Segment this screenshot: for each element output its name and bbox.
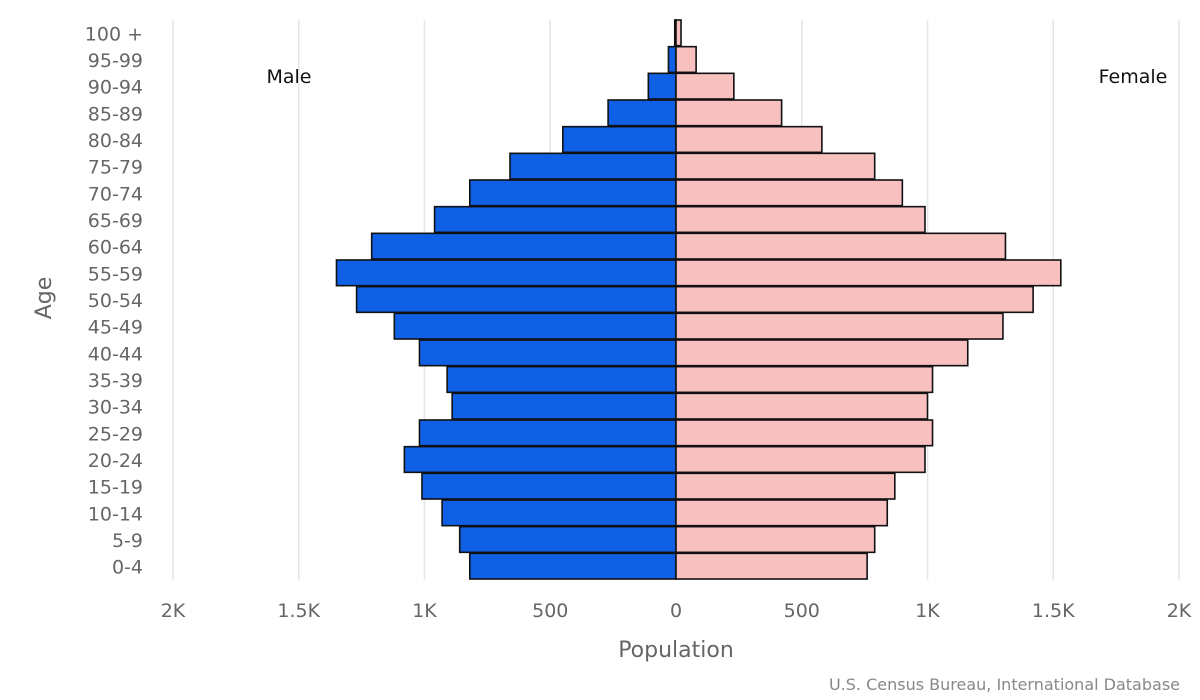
- female-bar-55-59[interactable]: [675, 259, 1062, 287]
- male-bar-40-44[interactable]: [418, 339, 677, 367]
- female-bar-30-34[interactable]: [675, 392, 929, 420]
- male-bar-35-39[interactable]: [446, 365, 677, 394]
- male-bar-10-14[interactable]: [441, 499, 677, 527]
- female-bar-45-49[interactable]: [675, 312, 1004, 340]
- y-tick-label: 20-24: [88, 450, 143, 472]
- x-tick-label: 2K: [1167, 600, 1192, 622]
- male-bar-55-59[interactable]: [335, 259, 677, 287]
- female-bar-10-14[interactable]: [675, 499, 889, 527]
- x-tick-label: 500: [784, 600, 820, 622]
- y-tick-label: 30-34: [88, 397, 143, 419]
- male-bar-15-19[interactable]: [421, 472, 677, 500]
- y-tick-label: 85-89: [88, 103, 143, 125]
- male-bar-65-69[interactable]: [433, 205, 677, 234]
- female-bar-60-64[interactable]: [675, 232, 1007, 260]
- y-tick-label: 90-94: [88, 77, 143, 99]
- x-tick-label: 0: [670, 600, 682, 622]
- y-tick-label: 45-49: [88, 317, 143, 339]
- female-side-label: Female: [1099, 66, 1168, 88]
- y-tick-label: 75-79: [88, 157, 143, 179]
- source-credit: U.S. Census Bureau, International Databa…: [829, 675, 1180, 694]
- y-tick-label: 70-74: [88, 183, 143, 205]
- y-tick-label: 0-4: [112, 557, 143, 579]
- female-bar-65-69[interactable]: [675, 205, 926, 234]
- female-bar-35-39[interactable]: [675, 365, 934, 394]
- male-bar-45-49[interactable]: [393, 312, 677, 340]
- male-bar-70-74[interactable]: [468, 179, 677, 207]
- female-bar-20-24[interactable]: [675, 445, 926, 474]
- y-tick-label: 55-59: [88, 263, 143, 285]
- x-tick-label: 2K: [161, 600, 186, 622]
- y-tick-label: 40-44: [88, 343, 143, 365]
- bars-group: [335, 19, 1062, 580]
- male-bar-95-99[interactable]: [667, 45, 677, 74]
- female-bar-5-9[interactable]: [675, 525, 876, 554]
- y-tick-label: 60-64: [88, 237, 143, 259]
- male-side-label: Male: [266, 66, 311, 88]
- y-tick-label: 35-39: [88, 370, 143, 392]
- male-bar-50-54[interactable]: [355, 285, 677, 314]
- female-bar-90-94[interactable]: [675, 72, 735, 100]
- x-tick-label: 1K: [915, 600, 940, 622]
- x-tick-label: 1K: [412, 600, 437, 622]
- x-tick-label: 1.5K: [277, 600, 320, 622]
- male-bar-20-24[interactable]: [403, 445, 677, 474]
- male-bar-25-29[interactable]: [418, 419, 677, 447]
- x-tick-label: 1.5K: [1032, 600, 1075, 622]
- male-bar-90-94[interactable]: [647, 72, 677, 100]
- female-bar-95-99[interactable]: [675, 45, 697, 74]
- y-tick-label: 15-19: [88, 477, 143, 499]
- female-bar-40-44[interactable]: [675, 339, 969, 367]
- female-bar-80-84[interactable]: [675, 125, 823, 154]
- y-tick-label: 50-54: [88, 290, 143, 312]
- female-bar-75-79[interactable]: [675, 152, 876, 180]
- x-axis-title: Population: [618, 638, 734, 663]
- y-tick-label: 80-84: [88, 130, 143, 152]
- male-bar-75-79[interactable]: [509, 152, 677, 180]
- x-tick-label: 500: [532, 600, 568, 622]
- female-bar-70-74[interactable]: [675, 179, 904, 207]
- male-bar-0-4[interactable]: [468, 552, 677, 580]
- male-bar-5-9[interactable]: [458, 525, 677, 554]
- male-bar-60-64[interactable]: [370, 232, 677, 260]
- female-bar-0-4[interactable]: [675, 552, 868, 580]
- y-tick-label: 95-99: [88, 50, 143, 72]
- male-bar-30-34[interactable]: [451, 392, 677, 420]
- female-bar-50-54[interactable]: [675, 285, 1034, 314]
- y-tick-label: 10-14: [88, 503, 143, 525]
- x-tick-labels: 2K 1.5K 1K 500 0 500 1K 1.5K 2K: [161, 600, 1192, 622]
- y-axis-title: Age: [32, 277, 57, 320]
- female-bar-25-29[interactable]: [675, 419, 934, 447]
- male-bar-85-89[interactable]: [607, 99, 677, 127]
- y-tick-label: 5-9: [112, 530, 143, 552]
- female-bar-100plus[interactable]: [675, 19, 682, 47]
- y-tick-label: 65-69: [88, 210, 143, 232]
- female-bar-85-89[interactable]: [675, 99, 783, 127]
- y-tick-labels: 0-4 5-9 10-14 15-19 20-24 25-29 30-34 35-39 40-4…: [85, 23, 143, 578]
- y-tick-label: 100 +: [85, 23, 143, 45]
- female-bar-15-19[interactable]: [675, 472, 896, 500]
- male-bar-80-84[interactable]: [562, 125, 677, 154]
- y-tick-label: 25-29: [88, 423, 143, 445]
